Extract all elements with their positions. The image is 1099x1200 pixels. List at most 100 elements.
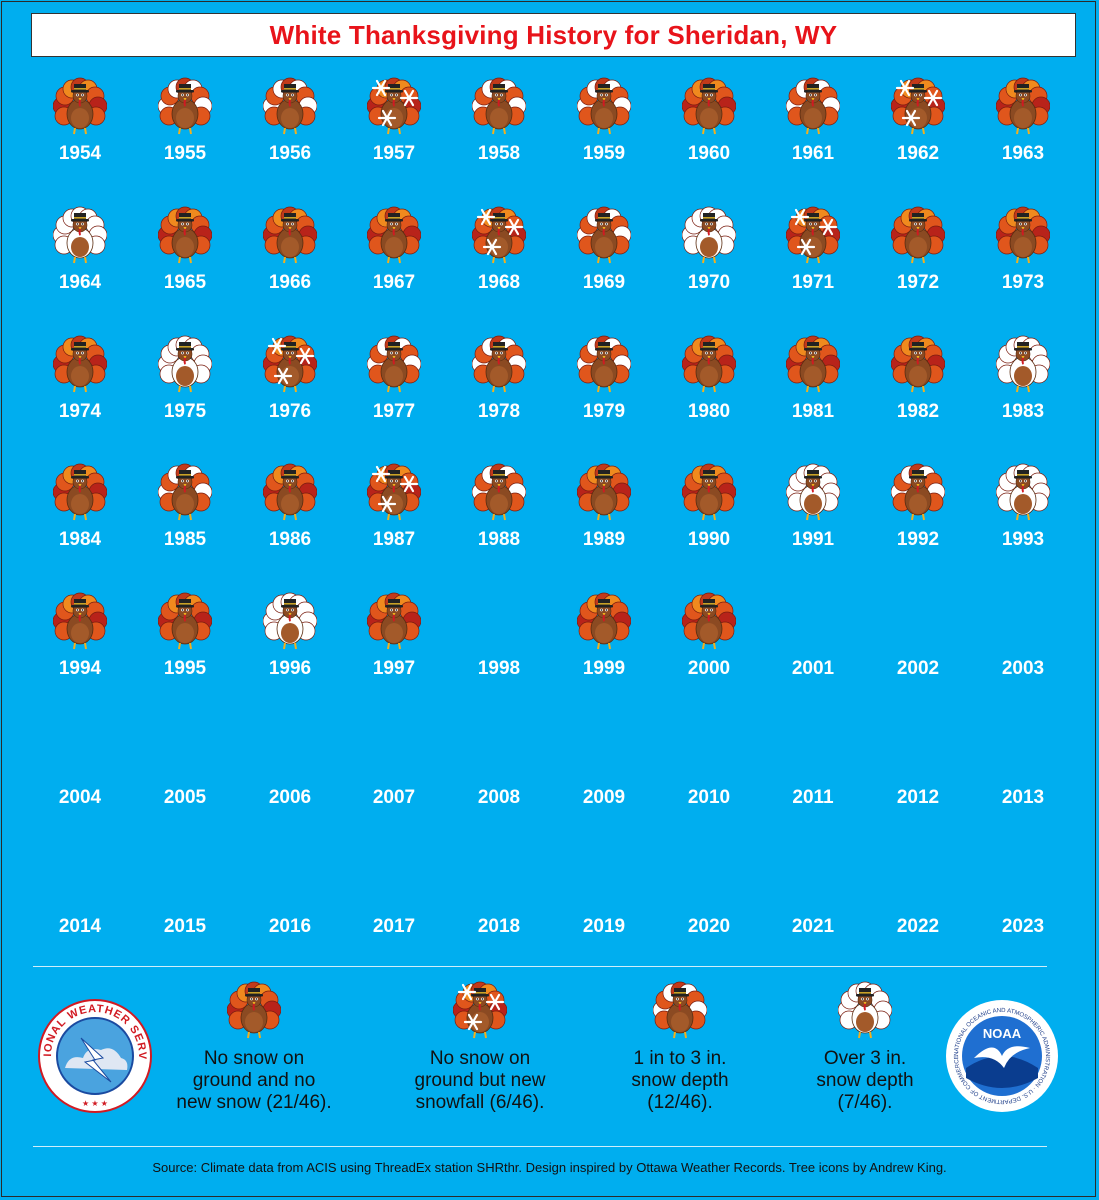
year-cell: 1983 <box>971 324 1071 444</box>
year-cell: 2020 <box>657 839 757 959</box>
year-label: 1975 <box>163 400 207 422</box>
title-box: White Thanksgiving History for Sheridan,… <box>31 13 1076 57</box>
year-cell: 2012 <box>866 710 966 830</box>
legend-label: Over 3 in. snow depth (7/46). <box>816 1048 914 1113</box>
turkey-icon-none <box>367 206 421 263</box>
year-label: 1992 <box>896 529 940 551</box>
year-label: 2017 <box>372 915 416 937</box>
year-cell: 1991 <box>761 452 861 572</box>
year-label: 1988 <box>477 529 521 551</box>
year-cell: 1961 <box>761 66 861 186</box>
turkey-icon-none <box>577 592 631 650</box>
year-cell: 1962 <box>866 66 966 186</box>
turkey-icon-snowfall <box>891 77 945 135</box>
year-label: 1980 <box>687 400 731 422</box>
turkey-icon-depth_1_3 <box>472 464 526 521</box>
year-label: 2004 <box>58 787 102 808</box>
legend-label: 1 in to 3 in. snow depth (12/46). <box>631 1048 729 1113</box>
year-cell: 2013 <box>971 710 1071 830</box>
year-label: 1990 <box>687 529 731 551</box>
year-cell: 1958 <box>447 66 547 186</box>
year-label: 2006 <box>268 787 312 808</box>
turkey-icon-none <box>577 464 631 521</box>
year-label: 2019 <box>582 915 626 937</box>
year-cell: 1975 <box>133 324 233 444</box>
year-cell: 1986 <box>238 452 338 572</box>
year-label: 1977 <box>372 400 416 422</box>
year-cell: 1987 <box>342 452 442 572</box>
legend-item-none: No snow on ground and no new snow (21/46… <box>154 980 354 1120</box>
year-cell: 1997 <box>342 581 442 701</box>
turkey-icon-depth_over_3 <box>263 592 317 650</box>
year-cell: 1996 <box>238 581 338 701</box>
year-label: 2021 <box>791 915 835 937</box>
year-cell: 2008 <box>447 710 547 830</box>
year-label: 2005 <box>163 787 207 808</box>
turkey-icon-none <box>53 592 107 650</box>
turkey-icon-depth_over_3 <box>996 335 1050 392</box>
year-cell: 1972 <box>866 195 966 315</box>
legend-turkey-icon-depth_1_3 <box>653 981 707 1039</box>
year-cell: 2016 <box>238 839 338 959</box>
year-label: 1998 <box>477 658 521 680</box>
turkey-icon-none <box>158 206 212 263</box>
year-label: 1959 <box>582 143 626 164</box>
year-label: 2000 <box>687 658 731 680</box>
year-cell: 1980 <box>657 324 757 444</box>
divider-top <box>33 966 1047 967</box>
turkey-icon-snowfall <box>367 77 421 135</box>
year-cell: 1957 <box>342 66 442 186</box>
turkey-icon-none <box>158 592 212 650</box>
year-cell: 1971 <box>761 195 861 315</box>
turkey-icon-depth_1_3 <box>263 77 317 135</box>
year-label: 1963 <box>1001 143 1045 164</box>
year-cell: 2009 <box>552 710 652 830</box>
turkey-icon-snowfall <box>786 206 840 263</box>
turkey-icon-none <box>263 464 317 521</box>
noaa-logo: NOAA NATIONAL OCEANIC AND ATMOSPHERIC AD… <box>946 1000 1058 1112</box>
year-cell: 2007 <box>342 710 442 830</box>
year-label: 1966 <box>268 271 312 293</box>
year-cell: 1959 <box>552 66 652 186</box>
year-label: 1986 <box>268 529 312 551</box>
year-label: 2007 <box>372 787 416 808</box>
year-label: 1989 <box>582 529 626 551</box>
year-cell: 2019 <box>552 839 652 959</box>
year-label: 1972 <box>896 271 940 293</box>
year-cell: 1984 <box>28 452 128 572</box>
year-label: 2014 <box>58 915 102 937</box>
year-cell: 1964 <box>28 195 128 315</box>
year-cell: 1981 <box>761 324 861 444</box>
year-cell: 1994 <box>28 581 128 701</box>
year-label: 2008 <box>477 787 521 808</box>
source-note: Source: Climate data from ACIS using Thr… <box>152 1160 947 1175</box>
turkey-icon-depth_over_3 <box>53 206 107 263</box>
year-cell: 1954 <box>28 66 128 186</box>
year-cell: 1999 <box>552 581 652 701</box>
year-label: 1976 <box>268 400 312 422</box>
year-label: 1987 <box>372 529 416 551</box>
year-label: 2010 <box>687 787 731 808</box>
legend-turkey-icon-snowfall <box>453 981 507 1039</box>
year-label: 1993 <box>1001 529 1045 551</box>
year-cell: 1995 <box>133 581 233 701</box>
turkey-icon-depth_over_3 <box>682 206 736 263</box>
year-cell: 2002 <box>866 581 966 701</box>
year-label: 1971 <box>791 271 835 293</box>
year-cell: 1963 <box>971 66 1071 186</box>
year-cell: 2001 <box>761 581 861 701</box>
legend-item-depth_over_3: Over 3 in. snow depth (7/46). <box>765 980 965 1120</box>
year-label: 2015 <box>163 915 207 937</box>
year-cell: 1977 <box>342 324 442 444</box>
year-cell: 2000 <box>657 581 757 701</box>
year-label: 2011 <box>792 787 834 808</box>
year-cell: 2018 <box>447 839 547 959</box>
year-label: 2012 <box>896 787 940 808</box>
year-cell: 1955 <box>133 66 233 186</box>
turkey-icon-none <box>263 206 317 263</box>
year-label: 1955 <box>163 143 207 164</box>
year-label: 2018 <box>477 915 521 937</box>
year-label: 1967 <box>372 271 416 293</box>
year-cell: 1970 <box>657 195 757 315</box>
turkey-icon-none <box>682 592 736 650</box>
